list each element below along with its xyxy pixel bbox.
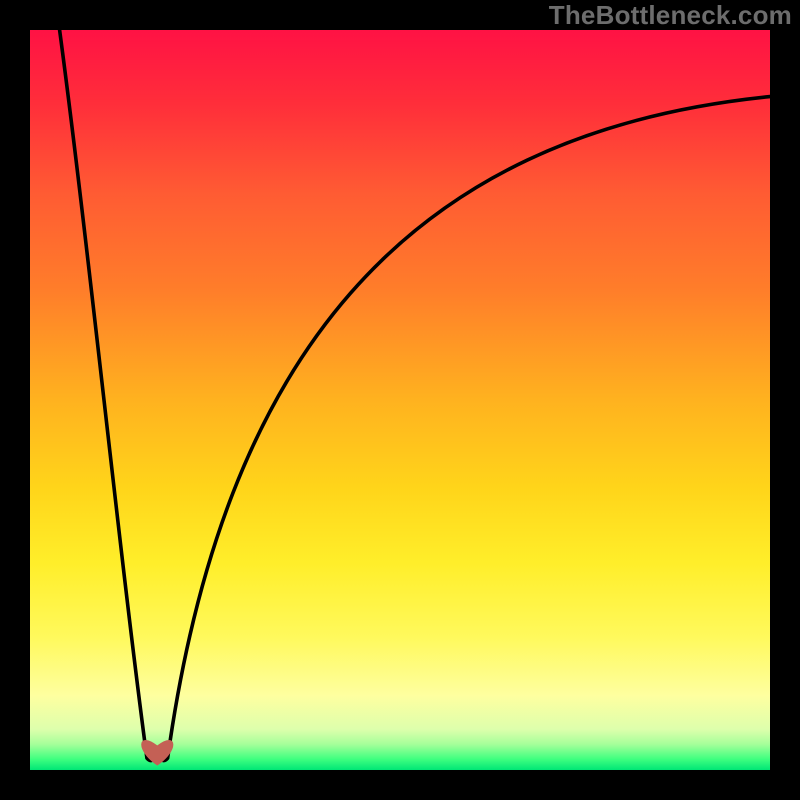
plot-area — [30, 30, 770, 770]
figure-container: TheBottleneck.com — [0, 0, 800, 800]
bottleneck-chart — [0, 0, 800, 800]
watermark-text: TheBottleneck.com — [549, 0, 792, 31]
